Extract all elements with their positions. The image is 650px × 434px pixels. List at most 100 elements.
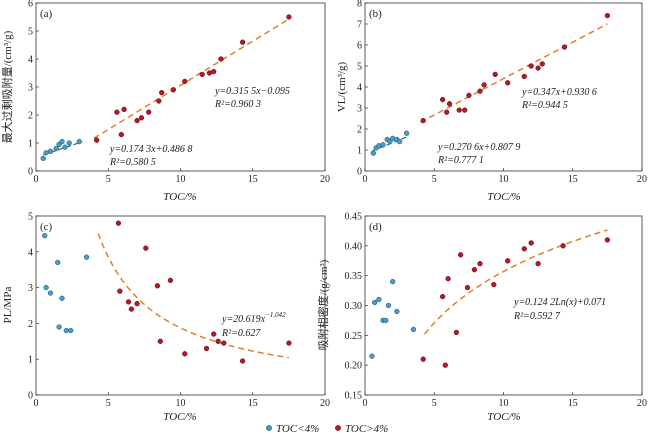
- data-marks-a: 0 5 10 15 20 0 1 2 3 4 5 6: [28, 0, 330, 185]
- point-b-high-11: [521, 73, 527, 80]
- point-d-low-2: [376, 296, 382, 303]
- y-tick-label-a-1: 1: [28, 139, 33, 150]
- y-tick-label-b-1: 1: [357, 146, 362, 157]
- y-tick-label-b-8: 8: [357, 0, 362, 10]
- y-tick-label-d-3: 0.30: [345, 301, 363, 312]
- point-a-low-3: [53, 145, 59, 152]
- point-a-high-15: [239, 39, 246, 45]
- y-tick-label-b-0: 0: [357, 167, 362, 178]
- point-d-high-6: [464, 284, 471, 291]
- x-tick-label-c-0: 0: [34, 398, 39, 409]
- x-tick-label-c-2: 10: [176, 398, 186, 409]
- point-b-low-3: [380, 142, 386, 148]
- fit-r2-a-high: R²=0.960 3: [214, 99, 261, 110]
- point-a-high-3: [121, 106, 127, 113]
- x-axis-label-d: TOC/%: [487, 411, 520, 423]
- point-d-high-2: [442, 362, 448, 368]
- y-tick-label-d-6: 0.45: [345, 212, 363, 223]
- plot-frame-c: [35, 215, 326, 396]
- point-d-high-9: [491, 281, 497, 288]
- point-a-low-0: [40, 155, 46, 162]
- panel-a: (a) 0 5 10 15 20 0 1 2 3 4 5 6 TOC/% 最大过剩吸附量/(cm³/g…: [0, 0, 330, 203]
- panel-d: (d) 0 5 10 15 20 0.15 0.20 0.25 0.30 0.35 0.40 0.45…: [316, 212, 647, 424]
- fit-equation-c-base: y=20.619x: [221, 314, 266, 325]
- fit-r2-d: R²=0.592 7: [513, 311, 561, 322]
- point-c-high-3: [128, 306, 135, 312]
- point-d-low-4: [383, 317, 389, 324]
- point-a-high-7: [156, 98, 162, 104]
- point-d-high-1: [439, 293, 446, 300]
- y-axis-label-a: 最大过剩吸附量/(cm³/g): [0, 30, 14, 143]
- point-c-high-5: [143, 245, 149, 251]
- point-d-low-5: [385, 302, 392, 309]
- y-tick-label-c-4: 4: [28, 247, 33, 258]
- fit-equation-b-low: y=0.270 6x+0.807 9: [437, 142, 520, 153]
- point-a-high-16: [286, 14, 292, 20]
- x-tick-label-b-4: 20: [637, 174, 647, 185]
- point-b-high-15: [561, 44, 568, 50]
- point-a-high-14: [218, 56, 224, 62]
- fit-equation-c: y=20.619x−1.042: [221, 311, 286, 325]
- x-tick-label-b-3: 15: [568, 174, 578, 185]
- point-c-low-6: [63, 327, 69, 334]
- x-axis-label-a: TOC/%: [163, 191, 196, 203]
- y-tick-label-b-6: 6: [357, 41, 362, 52]
- point-d-low-1: [372, 299, 378, 306]
- point-a-high-0: [94, 137, 100, 143]
- fit-r2-c: R²=0.627: [221, 328, 261, 339]
- point-b-high-6: [466, 92, 472, 99]
- point-c-low-5: [59, 295, 65, 301]
- x-tick-label-c-3: 15: [248, 398, 258, 409]
- x-tick-label-a-0: 0: [34, 174, 39, 185]
- point-d-low-0: [369, 353, 375, 359]
- point-c-low-2: [47, 290, 54, 296]
- point-c-high-4: [134, 301, 140, 307]
- point-a-high-11: [199, 71, 205, 78]
- y-tick-label-b-2: 2: [357, 125, 362, 136]
- point-c-low-8: [83, 254, 90, 260]
- point-c-high-13: [221, 340, 227, 346]
- x-tick-label-a-2: 10: [176, 174, 186, 185]
- point-b-high-8: [481, 82, 487, 88]
- point-c-high-11: [211, 331, 217, 337]
- legend-marker-low: [266, 425, 272, 431]
- point-c-high-8: [167, 277, 174, 284]
- x-axis-label-c: TOC/%: [163, 411, 196, 423]
- x-tick-label-a-3: 15: [248, 174, 258, 185]
- fit-equation-c-exponent: −1.042: [265, 311, 286, 319]
- point-c-high-10: [203, 345, 210, 352]
- point-a-high-8: [159, 89, 165, 96]
- point-c-high-12: [215, 338, 221, 344]
- point-d-high-4: [453, 329, 460, 336]
- y-tick-label-a-6: 6: [28, 0, 33, 10]
- point-b-high-16: [604, 12, 611, 19]
- panel-b: (b) 0 5 10 15 20 0 1 2 3 4 5 6 7 8 TOC/% VL/(cm³/g) y…: [336, 0, 647, 203]
- panel-label-a: (a): [40, 8, 53, 20]
- y-tick-label-b-5: 5: [357, 62, 362, 73]
- fit-line-a-2: [93, 18, 290, 139]
- point-a-high-1: [114, 109, 120, 115]
- y-tick-label-c-1: 1: [28, 355, 33, 366]
- y-tick-label-b-4: 4: [357, 83, 362, 94]
- y-tick-label-b-7: 7: [357, 20, 362, 31]
- point-b-low-0: [370, 150, 376, 156]
- fit-equation-a-low: y=0.174 3x+0.486 8: [109, 144, 192, 155]
- fit-r2-b-low: R²=0.777 1: [437, 155, 484, 166]
- point-c-high-0: [115, 220, 122, 226]
- y-tick-label-a-3: 3: [28, 83, 33, 94]
- fit-equation-d: y=0.124 2Ln(x)+0.071: [513, 297, 606, 308]
- point-b-high-2: [444, 109, 450, 115]
- x-tick-label-a-1: 5: [106, 174, 111, 185]
- point-a-high-4: [134, 117, 140, 124]
- y-axis-label-c: PL/MPa: [2, 287, 14, 324]
- x-tick-label-d-2: 10: [499, 398, 509, 409]
- point-b-low-8: [396, 138, 403, 145]
- x-axis-label-b: TOC/%: [487, 191, 520, 203]
- point-d-high-0: [420, 356, 426, 362]
- y-tick-label-c-2: 2: [28, 319, 33, 330]
- point-b-low-9: [403, 130, 410, 136]
- x-tick-label-d-0: 0: [363, 398, 368, 409]
- point-c-low-1: [43, 284, 49, 291]
- point-a-high-6: [146, 109, 152, 115]
